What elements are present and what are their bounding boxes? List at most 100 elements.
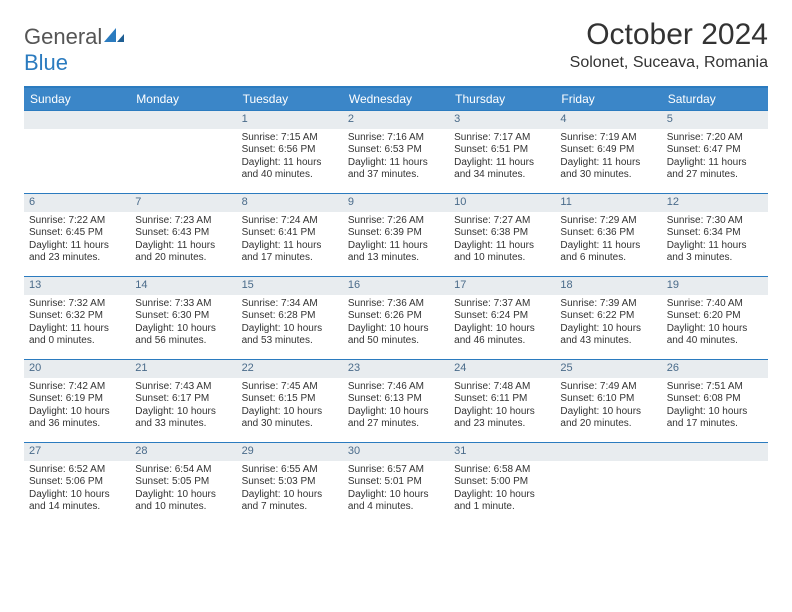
daylight-line: Daylight: 11 hours and 0 minutes. (29, 323, 125, 348)
day-number: 5 (662, 111, 768, 129)
day-number: 23 (343, 360, 449, 378)
day-header: Thursday (449, 88, 555, 110)
sunset-line: Sunset: 6:53 PM (348, 144, 444, 157)
sunset-line: Sunset: 5:03 PM (242, 476, 338, 489)
day-number: 27 (24, 443, 130, 461)
day-number: 16 (343, 277, 449, 295)
day-number: 2 (343, 111, 449, 129)
sunset-line: Sunset: 6:20 PM (667, 310, 763, 323)
sunrise-line: Sunrise: 6:52 AM (29, 464, 125, 477)
day-body: Sunrise: 7:22 AMSunset: 6:45 PMDaylight:… (24, 212, 130, 269)
sunrise-line: Sunrise: 6:55 AM (242, 464, 338, 477)
sunrise-line: Sunrise: 7:51 AM (667, 381, 763, 394)
sunset-line: Sunset: 6:34 PM (667, 227, 763, 240)
day-cell: 31Sunrise: 6:58 AMSunset: 5:00 PMDayligh… (449, 443, 555, 525)
day-number: 13 (24, 277, 130, 295)
day-body: Sunrise: 7:27 AMSunset: 6:38 PMDaylight:… (449, 212, 555, 269)
day-cell: 30Sunrise: 6:57 AMSunset: 5:01 PMDayligh… (343, 443, 449, 525)
sunset-line: Sunset: 6:45 PM (29, 227, 125, 240)
daylight-line: Daylight: 10 hours and 53 minutes. (242, 323, 338, 348)
day-body: Sunrise: 6:55 AMSunset: 5:03 PMDaylight:… (237, 461, 343, 518)
day-body (130, 129, 236, 187)
week-row: 6Sunrise: 7:22 AMSunset: 6:45 PMDaylight… (24, 193, 768, 276)
day-cell: 17Sunrise: 7:37 AMSunset: 6:24 PMDayligh… (449, 277, 555, 359)
daylight-line: Daylight: 10 hours and 1 minute. (454, 489, 550, 514)
day-number: 31 (449, 443, 555, 461)
sunrise-line: Sunrise: 7:20 AM (667, 132, 763, 145)
day-body: Sunrise: 7:39 AMSunset: 6:22 PMDaylight:… (555, 295, 661, 352)
sunset-line: Sunset: 6:47 PM (667, 144, 763, 157)
sunrise-line: Sunrise: 7:42 AM (29, 381, 125, 394)
sunrise-line: Sunrise: 7:46 AM (348, 381, 444, 394)
daylight-line: Daylight: 10 hours and 4 minutes. (348, 489, 444, 514)
daylight-line: Daylight: 10 hours and 30 minutes. (242, 406, 338, 431)
location: Solonet, Suceava, Romania (570, 54, 768, 72)
daylight-line: Daylight: 10 hours and 36 minutes. (29, 406, 125, 431)
day-body: Sunrise: 7:36 AMSunset: 6:26 PMDaylight:… (343, 295, 449, 352)
sunset-line: Sunset: 6:36 PM (560, 227, 656, 240)
sunrise-line: Sunrise: 7:48 AM (454, 381, 550, 394)
week-row: 1Sunrise: 7:15 AMSunset: 6:56 PMDaylight… (24, 110, 768, 193)
logo-sail-icon (104, 24, 124, 50)
day-cell: 14Sunrise: 7:33 AMSunset: 6:30 PMDayligh… (130, 277, 236, 359)
day-number: 14 (130, 277, 236, 295)
day-cell: 5Sunrise: 7:20 AMSunset: 6:47 PMDaylight… (662, 111, 768, 193)
week-row: 20Sunrise: 7:42 AMSunset: 6:19 PMDayligh… (24, 359, 768, 442)
day-number: 21 (130, 360, 236, 378)
sunrise-line: Sunrise: 7:33 AM (135, 298, 231, 311)
day-body: Sunrise: 7:37 AMSunset: 6:24 PMDaylight:… (449, 295, 555, 352)
sunset-line: Sunset: 6:49 PM (560, 144, 656, 157)
day-cell: 22Sunrise: 7:45 AMSunset: 6:15 PMDayligh… (237, 360, 343, 442)
sunrise-line: Sunrise: 7:29 AM (560, 215, 656, 228)
day-cell: 7Sunrise: 7:23 AMSunset: 6:43 PMDaylight… (130, 194, 236, 276)
day-cell: 28Sunrise: 6:54 AMSunset: 5:05 PMDayligh… (130, 443, 236, 525)
sunset-line: Sunset: 6:38 PM (454, 227, 550, 240)
day-number (662, 443, 768, 461)
day-number: 25 (555, 360, 661, 378)
day-cell: 9Sunrise: 7:26 AMSunset: 6:39 PMDaylight… (343, 194, 449, 276)
day-body (555, 461, 661, 519)
sunrise-line: Sunrise: 6:58 AM (454, 464, 550, 477)
day-number: 17 (449, 277, 555, 295)
day-body: Sunrise: 7:34 AMSunset: 6:28 PMDaylight:… (237, 295, 343, 352)
day-number: 11 (555, 194, 661, 212)
daylight-line: Daylight: 10 hours and 10 minutes. (135, 489, 231, 514)
daylight-line: Daylight: 10 hours and 33 minutes. (135, 406, 231, 431)
daylight-line: Daylight: 10 hours and 17 minutes. (667, 406, 763, 431)
day-body: Sunrise: 7:19 AMSunset: 6:49 PMDaylight:… (555, 129, 661, 186)
day-header-row: Sunday Monday Tuesday Wednesday Thursday… (24, 88, 768, 110)
sunrise-line: Sunrise: 7:27 AM (454, 215, 550, 228)
logo-text: GeneralBlue (24, 24, 124, 76)
day-body: Sunrise: 7:51 AMSunset: 6:08 PMDaylight:… (662, 378, 768, 435)
day-number: 1 (237, 111, 343, 129)
day-number: 20 (24, 360, 130, 378)
day-cell: 10Sunrise: 7:27 AMSunset: 6:38 PMDayligh… (449, 194, 555, 276)
day-body: Sunrise: 6:57 AMSunset: 5:01 PMDaylight:… (343, 461, 449, 518)
sunrise-line: Sunrise: 7:19 AM (560, 132, 656, 145)
daylight-line: Daylight: 10 hours and 7 minutes. (242, 489, 338, 514)
sunrise-line: Sunrise: 7:34 AM (242, 298, 338, 311)
sunset-line: Sunset: 5:05 PM (135, 476, 231, 489)
sunrise-line: Sunrise: 7:26 AM (348, 215, 444, 228)
day-number (555, 443, 661, 461)
daylight-line: Daylight: 11 hours and 20 minutes. (135, 240, 231, 265)
sunrise-line: Sunrise: 7:17 AM (454, 132, 550, 145)
day-body: Sunrise: 7:33 AMSunset: 6:30 PMDaylight:… (130, 295, 236, 352)
sunrise-line: Sunrise: 7:37 AM (454, 298, 550, 311)
logo-word-2: Blue (24, 50, 68, 75)
day-body: Sunrise: 7:48 AMSunset: 6:11 PMDaylight:… (449, 378, 555, 435)
day-cell (662, 443, 768, 525)
day-header: Wednesday (343, 88, 449, 110)
day-number: 8 (237, 194, 343, 212)
daylight-line: Daylight: 11 hours and 13 minutes. (348, 240, 444, 265)
day-cell: 20Sunrise: 7:42 AMSunset: 6:19 PMDayligh… (24, 360, 130, 442)
day-number (130, 111, 236, 129)
day-body: Sunrise: 7:16 AMSunset: 6:53 PMDaylight:… (343, 129, 449, 186)
daylight-line: Daylight: 11 hours and 17 minutes. (242, 240, 338, 265)
day-body: Sunrise: 7:23 AMSunset: 6:43 PMDaylight:… (130, 212, 236, 269)
day-cell: 2Sunrise: 7:16 AMSunset: 6:53 PMDaylight… (343, 111, 449, 193)
sunrise-line: Sunrise: 7:16 AM (348, 132, 444, 145)
day-header: Monday (130, 88, 236, 110)
sunrise-line: Sunrise: 7:24 AM (242, 215, 338, 228)
daylight-line: Daylight: 11 hours and 6 minutes. (560, 240, 656, 265)
